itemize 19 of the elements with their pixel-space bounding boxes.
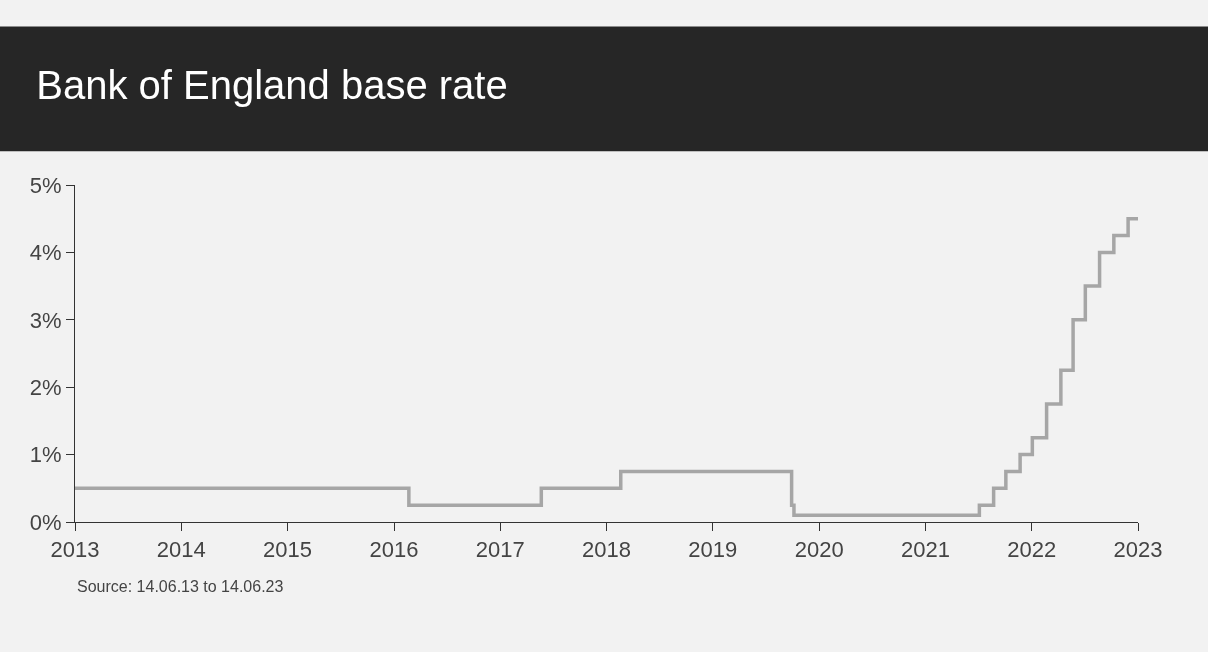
x-tick-label: 2023	[1113, 537, 1163, 563]
x-tick-label: 2020	[794, 537, 844, 563]
x-tick-label: 2021	[901, 537, 950, 563]
x-tick-label: 2019	[688, 537, 738, 563]
x-tick-label: 2018	[582, 537, 631, 563]
chart-title: Bank of England base rate	[36, 62, 508, 107]
x-tick-label: 2014	[156, 537, 206, 563]
y-tick-label: 4%	[29, 240, 62, 266]
source-note: Source: 14.06.13 to 14.06.23	[77, 578, 284, 595]
x-tick-label: 2013	[50, 537, 100, 563]
y-tick-label: 1%	[29, 442, 62, 468]
x-tick-label: 2022	[1007, 537, 1057, 563]
y-tick-label: 3%	[29, 307, 62, 333]
x-tick-label: 2017	[475, 537, 525, 563]
y-tick-label: 5%	[29, 172, 62, 198]
x-tick-label: 2016	[369, 537, 419, 563]
y-tick-label: 0%	[29, 509, 62, 535]
y-tick-label: 2%	[29, 374, 62, 400]
x-tick-label: 2015	[263, 537, 312, 563]
